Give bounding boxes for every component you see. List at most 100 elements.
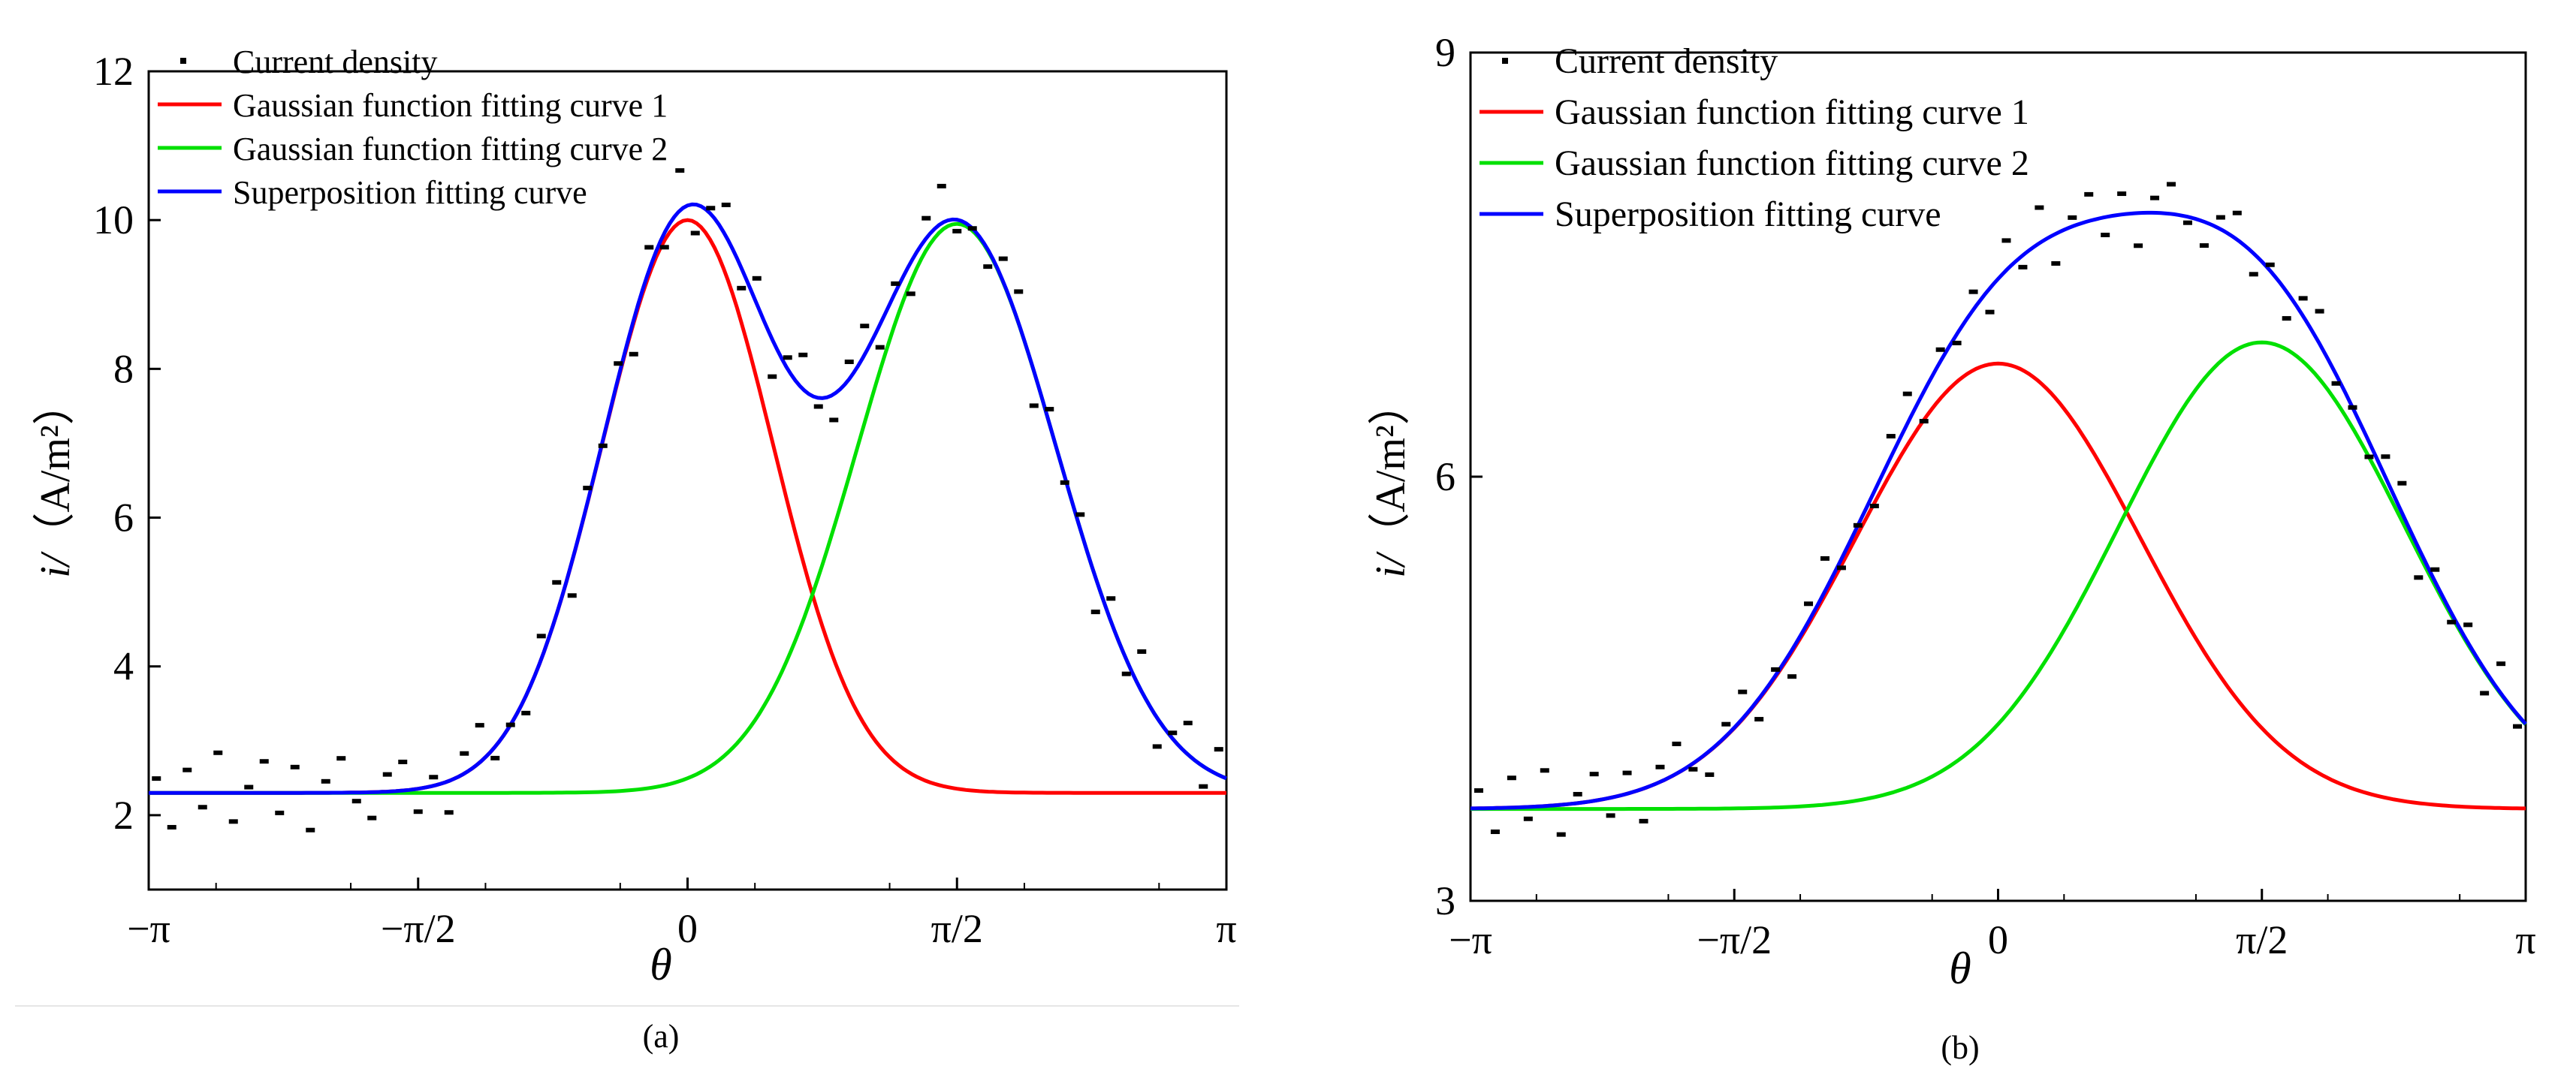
current-density-point xyxy=(1507,775,1516,780)
y-tick-label: 3 xyxy=(1435,878,1455,923)
current-density-point xyxy=(1557,833,1566,837)
current-density-point xyxy=(537,634,546,638)
current-density-point xyxy=(1214,747,1223,751)
current-density-point xyxy=(845,360,854,364)
x-axis-label-b: θ xyxy=(1949,944,1971,993)
current-density-point xyxy=(1606,813,1615,818)
current-density-point xyxy=(1986,310,1995,315)
current-density-point xyxy=(2134,243,2143,248)
x-tick-label: −π xyxy=(127,906,170,951)
current-density-point xyxy=(1787,674,1796,679)
current-density-point xyxy=(1953,341,1962,345)
current-density-point xyxy=(2117,191,2126,196)
gaussian-curve-1 xyxy=(149,220,1226,793)
current-density-point xyxy=(2414,575,2423,580)
current-density-point xyxy=(1014,289,1023,294)
superposition-curve xyxy=(1470,212,2526,808)
current-density-point xyxy=(2381,454,2390,459)
current-density-point xyxy=(475,723,484,727)
y-axis-label-unit-a: （A/m²） xyxy=(32,383,79,554)
legend-b: Current density Gaussian function fitting… xyxy=(1480,41,2029,234)
current-density-point xyxy=(906,291,915,296)
legend-label: Current density xyxy=(233,44,438,80)
legend-a: Current density Gaussian function fitting… xyxy=(158,44,668,211)
current-density-point xyxy=(291,765,300,769)
current-density-point xyxy=(552,580,561,585)
current-density-point xyxy=(2001,238,2010,242)
current-density-point xyxy=(506,723,515,727)
current-density-point xyxy=(922,216,931,221)
current-density-point xyxy=(2233,211,2242,215)
current-density-point xyxy=(1655,765,1664,769)
current-density-point xyxy=(2051,261,2060,266)
current-density-point xyxy=(2480,691,2489,695)
current-density-point xyxy=(1184,721,1193,725)
current-density-point xyxy=(460,751,469,756)
x-tick-label: π xyxy=(2515,917,2535,962)
current-density-point xyxy=(753,276,762,281)
x-tick-label: π/2 xyxy=(2236,917,2288,962)
current-density-point xyxy=(229,819,238,824)
legend-label: Gaussian function fitting curve 1 xyxy=(233,87,668,124)
current-density-point xyxy=(352,799,361,803)
legend-marker-dot xyxy=(180,58,186,64)
x-tick-label: −π/2 xyxy=(1697,917,1772,962)
current-density-point xyxy=(1199,784,1208,789)
y-axis-label-b: i/（A/m²） xyxy=(1368,383,1414,577)
current-density-point xyxy=(876,345,885,350)
x-tick-label: 0 xyxy=(1988,917,2008,962)
y-tick-label: 6 xyxy=(113,495,134,540)
current-density-point xyxy=(2430,568,2439,572)
current-density-point xyxy=(167,825,176,830)
current-density-point xyxy=(2447,620,2456,625)
current-density-point xyxy=(383,772,392,777)
current-density-point xyxy=(829,417,838,422)
current-density-point xyxy=(490,756,499,760)
current-density-point xyxy=(367,816,376,821)
figure: −π −π/2 0 π/2 π24681012 Current densityGauss… xyxy=(0,0,2576,1087)
current-density-point xyxy=(2315,309,2324,314)
series-group-b xyxy=(1470,212,2526,808)
current-density-point xyxy=(275,811,284,815)
y-tick-label: 12 xyxy=(93,49,134,94)
legend-label: Gaussian function fitting curve 1 xyxy=(1555,92,2029,132)
current-density-point xyxy=(983,264,992,269)
current-density-point xyxy=(1491,830,1500,834)
legend-marker-dot xyxy=(1502,58,1508,64)
current-density-point xyxy=(1573,792,1582,796)
current-density-point xyxy=(1903,392,1912,396)
superposition-curve xyxy=(149,204,1226,793)
current-density-point xyxy=(2463,622,2472,627)
current-density-point xyxy=(1705,772,1714,777)
current-density-point xyxy=(2167,182,2176,186)
y-axis-label-a: i/（A/m²） xyxy=(32,383,79,577)
legend-label: Current density xyxy=(1555,41,1778,81)
current-density-point xyxy=(675,168,684,173)
current-density-point xyxy=(1672,742,1681,746)
current-density-point xyxy=(213,751,222,755)
current-density-point xyxy=(1738,690,1747,694)
current-density-point xyxy=(2496,661,2505,666)
svg-text:i/（A/m²）: i/（A/m²） xyxy=(1368,383,1414,577)
current-density-point xyxy=(1075,512,1084,516)
current-density-point xyxy=(1153,744,1162,748)
legend-label: Gaussian function fitting curve 2 xyxy=(1555,143,2029,183)
current-density-point xyxy=(2282,316,2291,321)
current-density-point xyxy=(1030,403,1039,408)
current-density-point xyxy=(691,231,700,236)
y-axis-label-unit-b: （A/m²） xyxy=(1368,383,1414,554)
current-density-point xyxy=(706,206,715,210)
series-group-a xyxy=(149,204,1226,793)
gaussian-curve-2 xyxy=(1470,342,2526,809)
current-density-point xyxy=(1887,434,1896,438)
chart-panel-a: −π −π/2 0 π/2 π 2 4 6 8 10 12 Current density Gauss… xyxy=(15,44,1239,1055)
current-density-point xyxy=(2035,206,2044,210)
current-density-point xyxy=(2183,221,2192,225)
current-density-point xyxy=(445,810,454,814)
current-density-point xyxy=(968,226,977,230)
current-density-point xyxy=(1854,523,1863,528)
current-density-point xyxy=(1045,407,1054,411)
current-density-point xyxy=(414,809,423,814)
current-density-point xyxy=(260,759,269,763)
panel-caption-b: (b) xyxy=(1941,1029,1979,1066)
